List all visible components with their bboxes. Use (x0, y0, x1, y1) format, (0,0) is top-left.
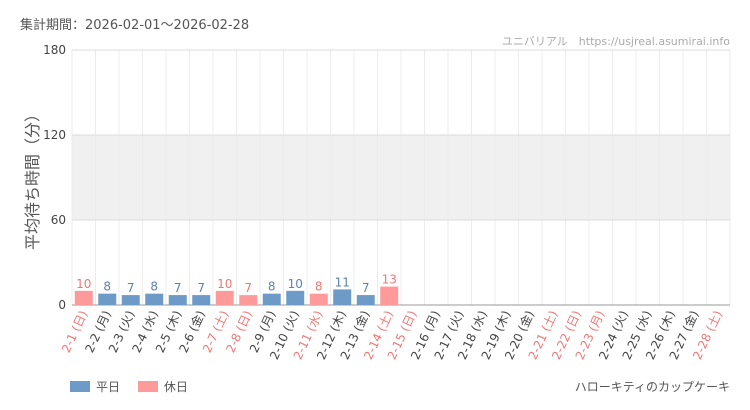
legend-swatch-weekday (70, 381, 90, 392)
bar-value-label: 7 (127, 281, 135, 295)
bar-value-label: 8 (315, 280, 323, 294)
bar-value-label: 13 (382, 273, 397, 287)
bar-value-label: 8 (268, 280, 276, 294)
bar[interactable] (239, 295, 258, 305)
attraction-name: ハローキティのカップケーキ (574, 380, 730, 394)
legend-label-holiday: 休日 (163, 380, 188, 394)
bar[interactable] (215, 290, 234, 305)
bar[interactable] (262, 293, 281, 305)
bar[interactable] (121, 295, 140, 305)
bar-value-label: 10 (76, 277, 91, 291)
y-tick-label: 180 (43, 43, 66, 57)
legend-item-holiday[interactable]: 休日 (137, 378, 188, 395)
bar-value-label: 8 (150, 280, 158, 294)
bar-value-label: 10 (288, 277, 303, 291)
legend-label-weekday: 平日 (96, 380, 121, 394)
bar[interactable] (356, 295, 375, 305)
bar-value-label: 11 (335, 275, 350, 289)
legend-item-weekday[interactable]: 平日 (70, 378, 120, 395)
legend-swatch-holiday (137, 381, 158, 392)
bar[interactable] (286, 290, 305, 305)
bar-value-label: 7 (362, 281, 370, 295)
bar[interactable] (192, 295, 211, 305)
period-label: 集計期間：2026-02-01～2026-02-28 (20, 18, 250, 33)
y-tick-label: 120 (43, 128, 66, 142)
bar[interactable] (333, 289, 352, 305)
bar[interactable] (145, 293, 164, 305)
y-tick-label: 60 (51, 213, 66, 227)
bar[interactable] (98, 293, 117, 305)
bar[interactable] (168, 295, 187, 305)
source-credit: ユニバリアル https://usjreal.asumirai.info (501, 35, 730, 48)
y-tick-label: 0 (58, 298, 66, 312)
bar-value-label: 7 (244, 281, 252, 295)
bar[interactable] (380, 286, 399, 305)
bar-value-label: 8 (103, 280, 111, 294)
bar[interactable] (74, 290, 93, 305)
bar[interactable] (309, 293, 328, 305)
bar-value-label: 7 (197, 281, 205, 295)
bar-value-label: 7 (174, 281, 182, 295)
y-axis-title: 平均待ち時間（分） (23, 106, 42, 250)
bar-value-label: 10 (217, 277, 232, 291)
legend: 平日 休日 (70, 378, 202, 395)
